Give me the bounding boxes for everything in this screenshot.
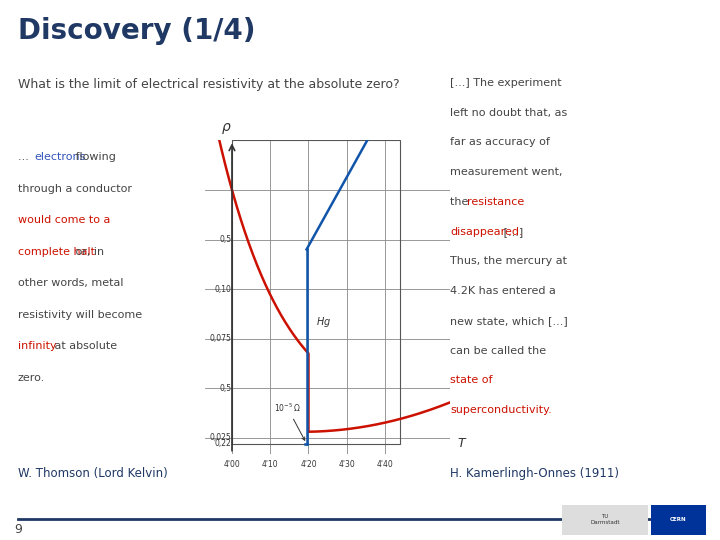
- Text: 4'30: 4'30: [338, 460, 355, 469]
- Text: would come to a: would come to a: [18, 215, 110, 225]
- Text: or, in: or, in: [72, 247, 104, 256]
- Text: superconductivity.: superconductivity.: [450, 405, 552, 415]
- Text: T: T: [458, 437, 465, 450]
- Text: 0,025: 0,025: [210, 433, 231, 442]
- Text: measurement went,: measurement went,: [450, 167, 562, 177]
- Text: 0,10: 0,10: [215, 285, 231, 294]
- Text: 4'40: 4'40: [377, 460, 393, 469]
- Bar: [562, 505, 648, 535]
- Text: disappeared.: disappeared.: [450, 227, 523, 237]
- Text: W. Thomson (Lord Kelvin): W. Thomson (Lord Kelvin): [18, 467, 168, 480]
- Text: 0,5: 0,5: [219, 384, 231, 393]
- Text: resistivity will become: resistivity will become: [18, 310, 142, 320]
- Text: far as accuracy of: far as accuracy of: [450, 137, 550, 147]
- Text: $Hg$: $Hg$: [316, 315, 331, 329]
- Text: infinity: infinity: [18, 341, 57, 351]
- Text: 4.2K has entered a: 4.2K has entered a: [450, 286, 556, 296]
- Text: can be called the: can be called the: [450, 346, 546, 356]
- Text: 4'10: 4'10: [262, 460, 279, 469]
- Text: 4'00: 4'00: [224, 460, 240, 469]
- Text: other words, metal: other words, metal: [18, 278, 124, 288]
- Text: TU
Darmstadt: TU Darmstadt: [590, 514, 619, 525]
- Bar: [232, 140, 400, 444]
- Text: Discovery (1/4): Discovery (1/4): [18, 17, 256, 45]
- Text: through a conductor: through a conductor: [18, 184, 132, 194]
- Text: H. Kamerlingh-Onnes (1911): H. Kamerlingh-Onnes (1911): [450, 467, 619, 480]
- Text: 4'20: 4'20: [300, 460, 317, 469]
- Text: resistance: resistance: [467, 197, 524, 207]
- Text: ρ: ρ: [222, 120, 231, 134]
- Text: state of: state of: [450, 375, 492, 386]
- Text: [...]: [...]: [500, 227, 523, 237]
- Text: electrons: electrons: [35, 152, 86, 163]
- Text: 0,5: 0,5: [219, 235, 231, 244]
- Text: left no doubt that, as: left no doubt that, as: [450, 107, 567, 118]
- Bar: [651, 505, 706, 535]
- Text: 0,22: 0,22: [215, 439, 231, 448]
- Text: ...: ...: [18, 152, 32, 163]
- Text: at absolute: at absolute: [51, 341, 117, 351]
- Text: 0,075: 0,075: [210, 334, 231, 343]
- Text: new state, which [...]: new state, which [...]: [450, 316, 568, 326]
- Text: [...] The experiment: [...] The experiment: [450, 78, 562, 88]
- Text: the: the: [450, 197, 472, 207]
- Text: Thus, the mercury at: Thus, the mercury at: [450, 256, 567, 266]
- Text: 9: 9: [14, 523, 22, 536]
- Text: flowing: flowing: [72, 152, 116, 163]
- Text: zero.: zero.: [18, 373, 45, 383]
- Text: $10^{-5}\,\Omega$: $10^{-5}\,\Omega$: [274, 402, 305, 440]
- Text: CERN: CERN: [670, 517, 687, 522]
- Text: What is the limit of electrical resistivity at the absolute zero?: What is the limit of electrical resistiv…: [18, 78, 400, 91]
- Text: complete halt: complete halt: [18, 247, 95, 256]
